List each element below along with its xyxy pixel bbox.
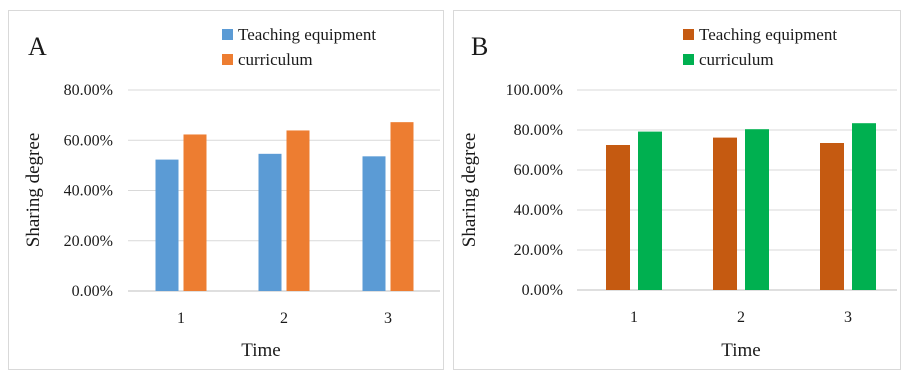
panel-a-bars [155, 122, 414, 291]
y-tick-label: 80.00% [64, 82, 113, 99]
bar-curriculum-2 [745, 129, 769, 290]
y-tick-label: 20.00% [64, 233, 113, 250]
panel-a-y-ticks: 0.00% 20.00% 40.00% 60.00% 80.00% [64, 82, 113, 300]
legend-label-curriculum: curriculum [699, 50, 774, 69]
legend-swatch-teaching-equipment [222, 29, 233, 40]
y-tick-label: 100.00% [506, 82, 563, 99]
x-tick-label: 2 [737, 309, 745, 326]
x-tick-label: 2 [280, 310, 288, 327]
x-tick-label: 3 [384, 310, 392, 327]
bar-curriculum-2 [286, 130, 310, 291]
y-tick-label: 60.00% [514, 162, 563, 179]
panel-b-x-axis-title: Time [721, 340, 760, 361]
panel-a-legend: Teaching equipment curriculum [222, 25, 376, 69]
legend-label-curriculum: curriculum [238, 50, 313, 69]
panel-b-x-ticks: 1 2 3 [630, 309, 852, 326]
panel-a-letter: A [28, 32, 47, 61]
bar-teaching-equipment-1 [606, 145, 630, 290]
bar-teaching-equipment-3 [362, 156, 386, 291]
panel-a-gridlines [128, 89, 440, 292]
panel-b-bars [606, 123, 876, 290]
panel-b-letter: B [471, 32, 488, 61]
bar-teaching-equipment-2 [258, 153, 282, 291]
x-tick-label: 3 [844, 309, 852, 326]
panel-a-x-axis-title: Time [241, 340, 280, 361]
y-tick-label: 20.00% [514, 242, 563, 259]
y-tick-label: 80.00% [514, 122, 563, 139]
bar-teaching-equipment-2 [713, 137, 737, 290]
panel-a-x-ticks: 1 2 3 [177, 310, 392, 327]
legend-swatch-curriculum [683, 54, 694, 65]
bar-curriculum-3 [390, 122, 414, 291]
legend-label-teaching-equipment: Teaching equipment [699, 25, 837, 44]
bar-curriculum-1 [183, 134, 207, 291]
panel-a-y-axis-title: Sharing degree [23, 133, 44, 247]
bar-curriculum-1 [638, 131, 662, 290]
legend-swatch-teaching-equipment [683, 29, 694, 40]
legend-swatch-curriculum [222, 54, 233, 65]
y-tick-label: 40.00% [514, 202, 563, 219]
y-tick-label: 60.00% [64, 132, 113, 149]
chart-panel-a: A Teaching equipment curriculum 0.00%20.… [8, 10, 444, 370]
x-tick-label: 1 [177, 310, 185, 327]
y-tick-label: 0.00% [522, 282, 563, 299]
panel-b-y-ticks: 0.00% 20.00% 40.00% 60.00% 80.00% 100.00% [506, 82, 563, 299]
y-tick-label: 0.00% [72, 283, 113, 300]
panel-b-legend: Teaching equipment curriculum [683, 25, 837, 69]
y-tick-label: 40.00% [64, 183, 113, 200]
chart-panel-b: B Teaching equipment curriculum 0.00%20.… [453, 10, 901, 370]
bar-teaching-equipment-3 [820, 143, 844, 290]
panel-b-y-axis-title: Sharing degree [459, 133, 480, 247]
bar-teaching-equipment-1 [155, 159, 179, 291]
x-tick-label: 1 [630, 309, 638, 326]
legend-label-teaching-equipment: Teaching equipment [238, 25, 376, 44]
bar-curriculum-3 [852, 123, 876, 290]
